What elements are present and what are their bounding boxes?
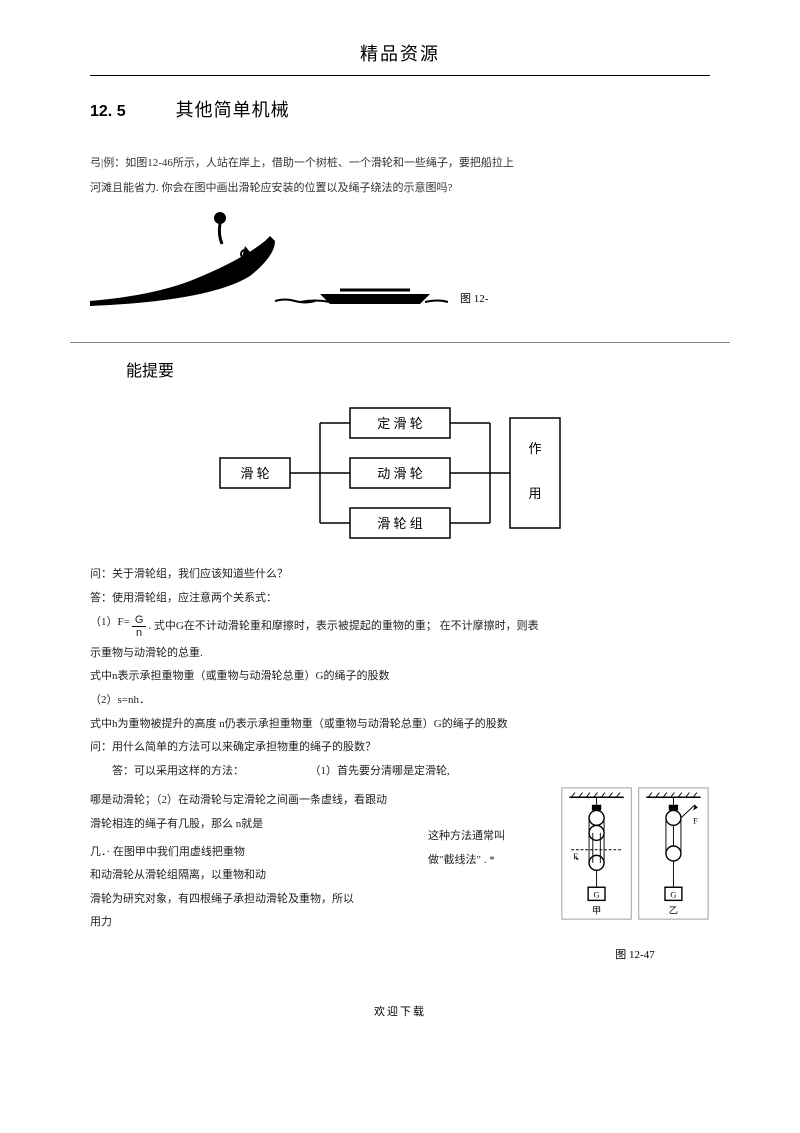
svg-text:滑 轮 组: 滑 轮 组 (377, 516, 423, 531)
page-header-title: 精品资源 (90, 40, 710, 76)
section-heading: 12. 5 其他简单机械 (90, 96, 710, 125)
svg-text:作: 作 (528, 441, 541, 456)
shore-boat-sketch (90, 206, 450, 316)
method-mid2: 做"截线法" . * (428, 852, 548, 870)
diagram-root-label: 滑 轮 (240, 466, 269, 481)
section-title: 其他简单机械 (176, 96, 290, 125)
page-footer: 欢迎下载 (90, 1004, 710, 1022)
question-1: 问：关于滑轮组，我们应该知道些什么？ (90, 566, 710, 584)
svg-text:G: G (670, 890, 676, 900)
svg-text:乙: 乙 (669, 906, 678, 917)
svg-text:定 滑 轮: 定 滑 轮 (377, 416, 423, 431)
question-2: 问：用什么简单的方法可以来确定承担物重的绳子的股数？ (90, 739, 710, 757)
figure-12-46: 图 12- (90, 206, 710, 326)
formula-1-line3: 式中n表示承担重物重（或重物与动滑轮总重）G的绳子的股数 (90, 668, 710, 686)
svg-text:G: G (594, 890, 600, 900)
answer-2: 答：可以采用这样的方法： （1）首先要分清哪是定滑轮, (90, 763, 710, 781)
formula-1: （1）F=Gn. 式中G在不计动滑轮重和摩擦时，表示被提起的重物的重； 在不计摩… (90, 614, 710, 639)
figure-12-46-caption: 图 12- (460, 291, 488, 309)
method-p6: 用力 (90, 914, 416, 932)
figure-12-47: F G 甲 (560, 786, 710, 964)
method-row: 哪是动滑轮；（2）在动滑轮与定滑轮之间画一条虚线，看跟动 滑轮相连的绳子有几股，… (90, 786, 710, 964)
formula-2-desc: 式中h为重物被提升的高度 n仍表示承担重物重（或重物与动滑轮总重）G的绳子的股数 (90, 716, 710, 734)
formula-2: （2）s=nh． (90, 692, 710, 710)
answer-1: 答：使用滑轮组，应注意两个关系式： (90, 590, 710, 608)
method-p2: 滑轮相连的绳子有几股，那么 n就是 (90, 816, 416, 834)
svg-text:用: 用 (528, 486, 541, 501)
svg-text:甲: 甲 (592, 906, 601, 917)
method-p4: 和动滑轮从滑轮组隔离，以重物和动 (90, 867, 416, 885)
summary-heading: 能提要 (126, 359, 710, 385)
method-mid1: 这种方法通常叫 (428, 828, 548, 846)
figure-12-47-caption: 图 12-47 (560, 947, 710, 965)
svg-text:动 滑 轮: 动 滑 轮 (377, 466, 423, 481)
divider (70, 342, 730, 343)
method-p1: 哪是动滑轮；（2）在动滑轮与定滑轮之间画一条虚线，看跟动 (90, 792, 416, 810)
method-p5: 滑轮为研究对象，有四根绳子承担动滑轮及重物，所以 (90, 891, 416, 909)
svg-text:F: F (693, 816, 698, 826)
qa-block: 问：关于滑轮组，我们应该知道些什么？ 答：使用滑轮组，应注意两个关系式： （1）… (90, 566, 710, 964)
formula-1-line2: 示重物与动滑轮的总重. (90, 645, 710, 663)
intro-line-1: 弓|例：如图12-46所示，人站在岸上，借助一个树桩、一个滑轮和一些绳子，要把船… (90, 155, 710, 173)
section-number: 12. 5 (90, 99, 126, 125)
intro-line-2: 河滩且能省力. 你会在图中画出滑轮应安装的位置以及绳子绕法的示意图吗? (90, 180, 710, 198)
method-p3: 几．· 在图甲中我们用虚线把重物 (90, 844, 416, 862)
pulley-hierarchy-diagram: 滑 轮 定 滑 轮 动 滑 轮 滑 轮 组 作 用 (90, 398, 710, 548)
